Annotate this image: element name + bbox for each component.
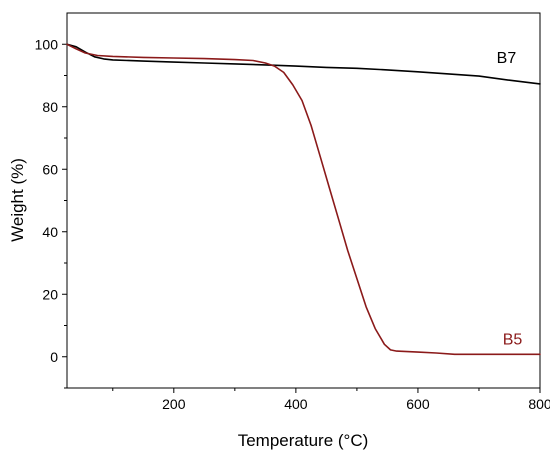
x-tick-label: 600 <box>406 396 430 412</box>
x-tick-label: 400 <box>284 396 308 412</box>
x-tick-label: 200 <box>162 396 186 412</box>
series-labels: B7 B5 <box>497 50 523 348</box>
y-tick-label: 40 <box>42 224 58 240</box>
series-label-b7: B7 <box>497 50 517 67</box>
series-lines <box>66 43 541 356</box>
y-tick-label: 60 <box>42 161 58 177</box>
series-label-b5: B5 <box>503 331 523 348</box>
y-axis-title: Weight (%) <box>8 158 27 242</box>
y-tick-label: 100 <box>35 36 59 52</box>
plot-frame <box>66 12 541 389</box>
y-tick-label: 0 <box>50 349 58 365</box>
y-tick-label: 20 <box>42 286 58 302</box>
axis-tick-labels: 200 400 600 800 0 20 40 60 80 100 <box>35 36 550 412</box>
series-line-b7 <box>66 43 541 85</box>
series-line-b5 <box>66 43 541 356</box>
x-tick-label: 800 <box>528 396 550 412</box>
x-axis-title: Temperature (°C) <box>238 431 369 450</box>
y-tick-label: 80 <box>42 99 58 115</box>
axis-ticks <box>62 43 541 393</box>
